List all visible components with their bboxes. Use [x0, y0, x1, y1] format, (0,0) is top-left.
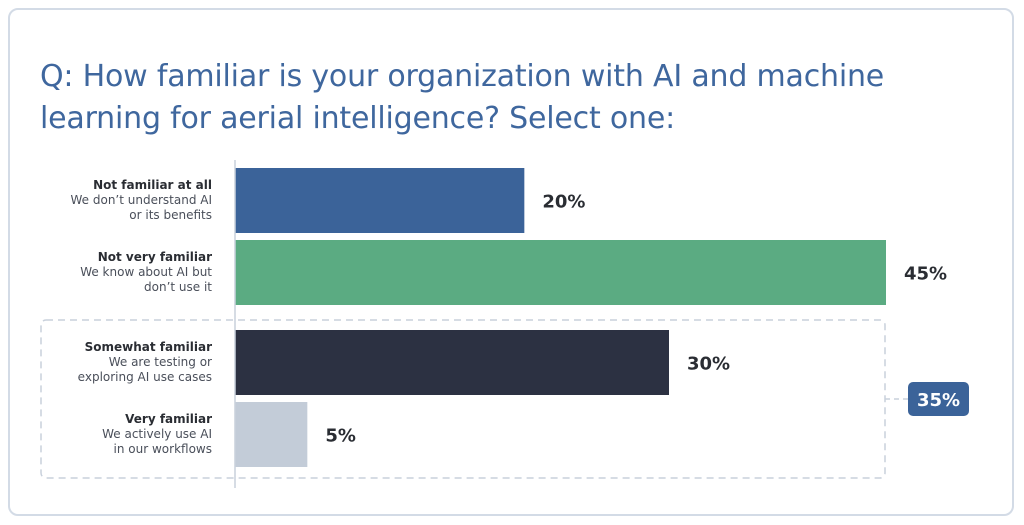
bar — [235, 330, 669, 395]
bar — [235, 240, 886, 305]
category-description: exploring AI use cases — [77, 369, 212, 384]
data-label: 20% — [542, 192, 585, 213]
category-description: or its benefits — [129, 207, 212, 222]
category-description: We are testing or — [108, 354, 212, 369]
category-label: Very familiar We actively use AI in our wo… — [12, 412, 212, 457]
category-description: We know about AI but — [80, 264, 212, 279]
category-name: Very familiar — [125, 411, 212, 426]
category-description: don’t use it — [144, 279, 212, 294]
category-description: We don’t understand AI — [70, 192, 213, 207]
chart-title: Q: How familiar is your organization wit… — [40, 59, 885, 136]
category-label: Not very familiar We know about AI but don… — [12, 250, 212, 295]
bar — [235, 168, 525, 233]
category-name: Not familiar at all — [93, 177, 212, 192]
category-name: Not very familiar — [97, 249, 212, 264]
category-label: Somewhat familiar We are testing or explor… — [12, 340, 212, 385]
group-badge — [908, 382, 969, 416]
bar — [235, 402, 308, 467]
data-label: 5% — [325, 426, 356, 447]
category-name: Somewhat familiar — [84, 339, 212, 354]
data-label: 45% — [904, 264, 947, 285]
category-label: Not familiar at all We don’t understand A… — [12, 177, 213, 223]
group-badge-label: 35% — [917, 390, 960, 411]
data-label: 30% — [687, 354, 730, 375]
category-description: We actively use AI — [102, 426, 212, 441]
chart-card — [8, 8, 1014, 516]
category-description: in our workflows — [113, 441, 212, 456]
